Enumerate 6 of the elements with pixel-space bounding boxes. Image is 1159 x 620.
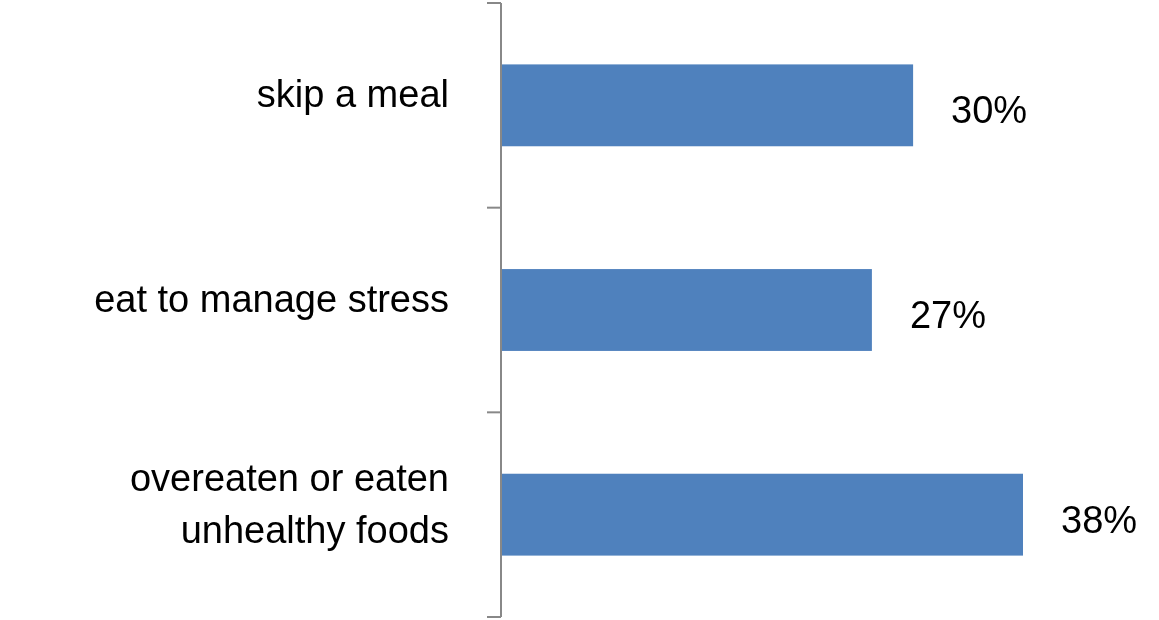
data-label: 27% bbox=[909, 294, 986, 337]
y-tick-label: skip a meal bbox=[256, 73, 449, 116]
data-label: 30% bbox=[951, 89, 1028, 132]
y-tick-label: eat to manage stress bbox=[94, 278, 449, 321]
y-tick-label: overeaten or eaten unhealthy foods bbox=[129, 456, 449, 551]
data-label: 38% bbox=[1061, 498, 1138, 541]
